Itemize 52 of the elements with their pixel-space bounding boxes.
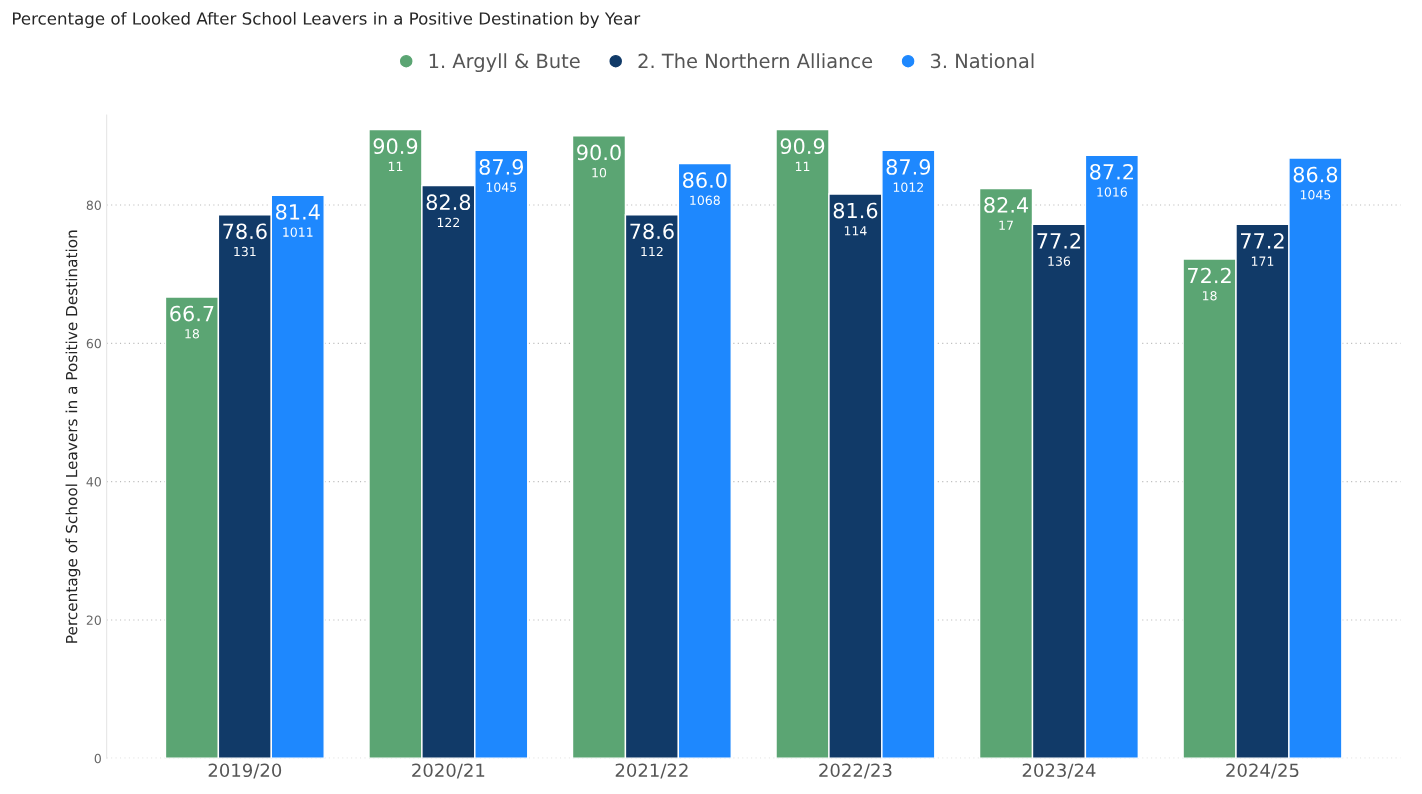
legend-label: 1. Argyll & Bute — [429, 53, 580, 73]
annotation: 18 — [1202, 291, 1217, 301]
y-tick-label: 80 — [86, 200, 101, 210]
x-tick-label: 2023/24 — [1022, 763, 1096, 779]
annotation: 11 — [795, 161, 810, 171]
y-tick-label: 60 — [86, 338, 101, 349]
x-tick-label: 2020/21 — [412, 763, 485, 779]
annotation: 18 — [185, 329, 200, 339]
annotation: 1068 — [690, 195, 720, 206]
y-tick-label: 0 — [94, 753, 101, 764]
data-label: 90.9 — [780, 138, 825, 155]
annotation: 10 — [592, 167, 607, 178]
data-label: 78.6 — [223, 223, 267, 240]
chart-title: Percentage of Looked After School Leavers in a Positive Destination by Year — [13, 11, 641, 29]
data-label: 87.9 — [886, 159, 931, 175]
annotation: 1016 — [1097, 187, 1127, 197]
data-label: 77.2 — [1240, 233, 1284, 249]
x-tick-label: 2019/20 — [208, 763, 282, 779]
annotation: 1045 — [1300, 190, 1331, 200]
y-tick-label: 20 — [86, 615, 101, 625]
data-label: 78.6 — [630, 223, 674, 240]
annotation: 122 — [437, 217, 460, 227]
annotation: 11 — [388, 161, 403, 171]
data-label: 90.9 — [373, 138, 418, 155]
legend-label: 3. National — [930, 53, 1034, 69]
data-label: 77.2 — [1037, 233, 1081, 249]
annotation: 114 — [844, 226, 867, 236]
data-label: 86.0 — [683, 172, 727, 188]
legend-label: 2. The Northern Alliance — [638, 53, 873, 69]
data-label: 82.8 — [426, 194, 471, 211]
annotation: 1011 — [283, 227, 313, 237]
data-label: 66.7 — [170, 305, 214, 322]
annotation: 1045 — [486, 182, 517, 192]
data-label: 87.2 — [1090, 163, 1133, 180]
y-axis-title: Percentage of School Leavers in a Positive Destination — [65, 230, 81, 643]
annotation: 1012 — [893, 182, 923, 192]
data-label: 82.4 — [984, 197, 1029, 213]
data-label: 81.4 — [275, 204, 320, 220]
annotation: 131 — [234, 246, 256, 257]
x-tick-label: 2024/25 — [1226, 763, 1299, 779]
x-tick-label: 2021/22 — [615, 763, 688, 779]
annotation: 136 — [1048, 256, 1071, 266]
data-label: 81.6 — [833, 202, 878, 219]
annotation: 112 — [641, 246, 663, 257]
annotation: 171 — [1251, 256, 1274, 266]
data-label: 90.0 — [577, 144, 621, 161]
x-tick-label: 2022/23 — [819, 763, 892, 779]
data-label: 87.9 — [479, 159, 524, 175]
y-tick-label: 40 — [86, 477, 101, 487]
data-label: 72.2 — [1188, 267, 1231, 284]
data-label: 86.8 — [1293, 166, 1338, 183]
annotation: 17 — [999, 220, 1013, 230]
